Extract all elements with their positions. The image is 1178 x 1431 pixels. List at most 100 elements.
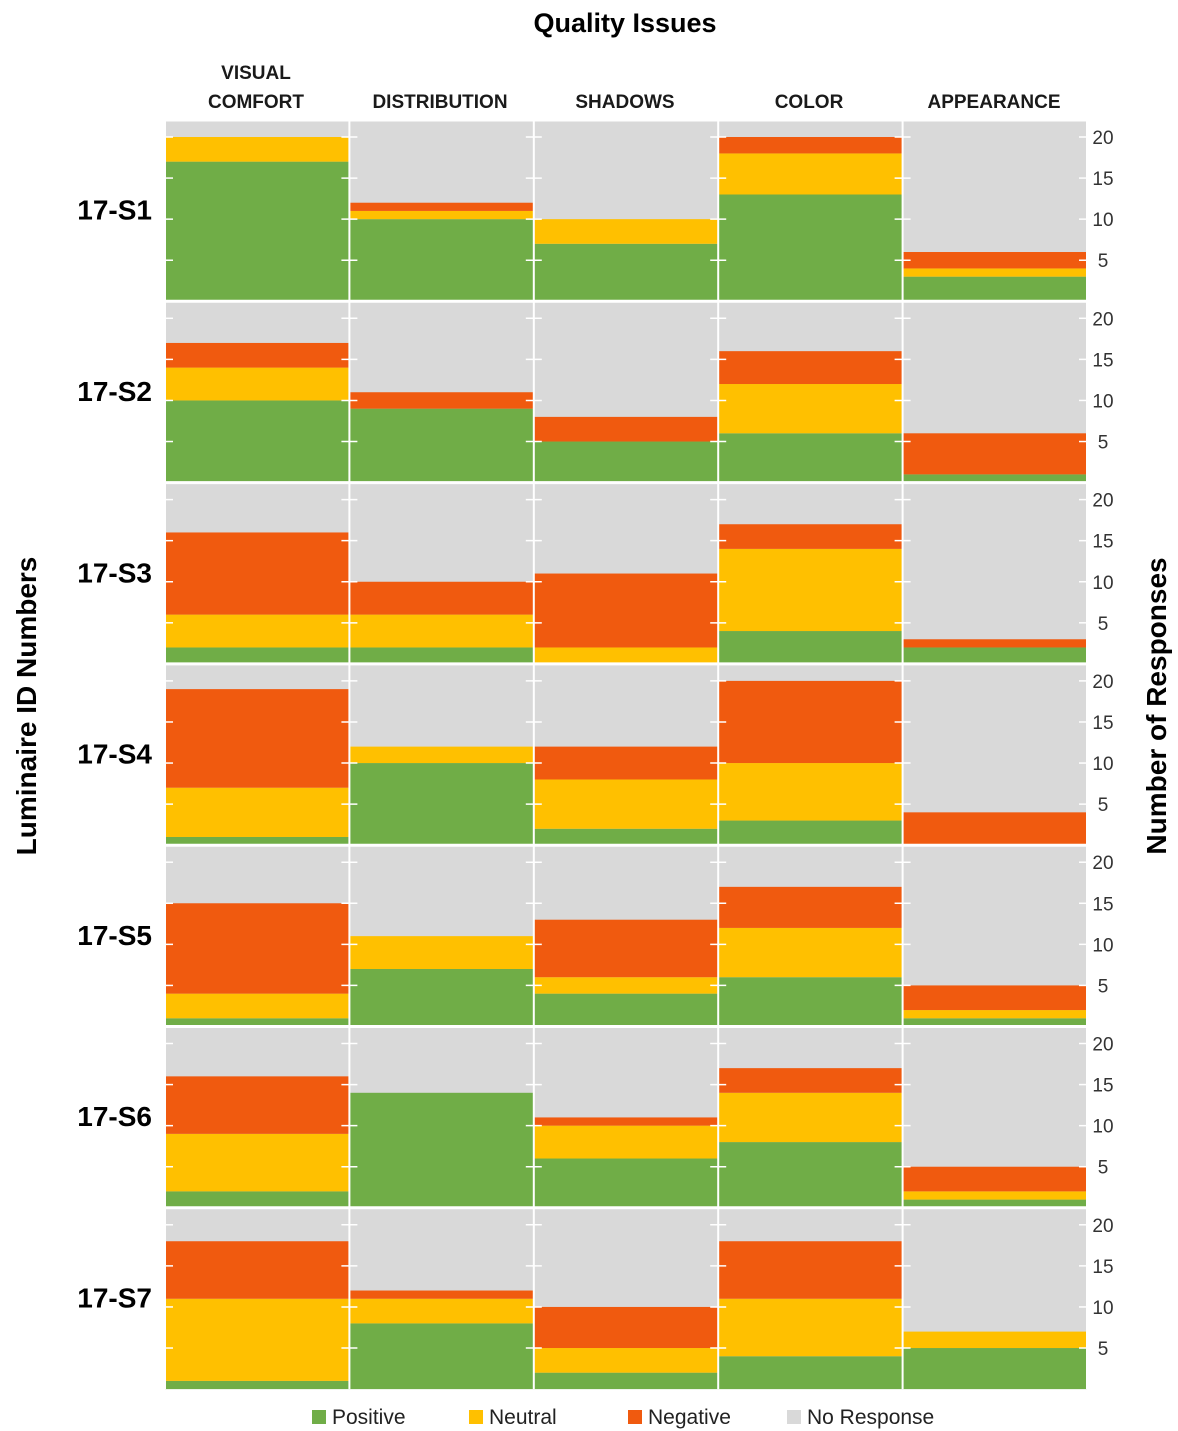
- bar-segment-17-s5-visual-comfort-negative: [165, 903, 350, 994]
- bar-segment-17-s6-color-neutral: [718, 1092, 903, 1143]
- y-axis-label-left: Luminaire ID Numbers: [11, 557, 42, 856]
- bar-segment-17-s7-visual-comfort-negative: [165, 1241, 350, 1299]
- bar-segment-17-s2-color-neutral: [718, 384, 903, 434]
- bar-segment-17-s3-appearance-negative: [902, 639, 1087, 648]
- column-headers: VISUAL COMFORT DISTRIBUTION SHADOWS COLO…: [208, 63, 1061, 113]
- bar-segment-17-s7-shadows-positive: [533, 1372, 719, 1390]
- y-tick-label-10-17-s4: 10: [1092, 754, 1113, 775]
- y-tick-label-5-17-s3: 5: [1098, 614, 1109, 635]
- bar-segment-17-s3-color-positive: [718, 631, 903, 664]
- bar-segment-17-s6-shadows-neutral: [533, 1125, 719, 1159]
- bar-segment-17-s2-visual-comfort-positive: [165, 400, 350, 483]
- bar-segment-17-s5-appearance-neutral: [902, 1010, 1087, 1019]
- bar-segment-17-s7-appearance-neutral: [902, 1331, 1087, 1349]
- bar-segment-17-s3-distribution-neutral: [349, 614, 534, 648]
- bar-segment-17-s3-shadows-negative: [533, 573, 719, 648]
- bar-segment-17-s7-distribution-positive: [349, 1323, 534, 1390]
- y-tick-label-15-17-s5: 15: [1092, 894, 1113, 915]
- bar-segment-17-s7-color-negative: [718, 1241, 903, 1299]
- y-tick-label-20-17-s7: 20: [1092, 1216, 1113, 1237]
- row-label-17-s6: 17-S6: [77, 1101, 152, 1132]
- column-header-shadows: SHADOWS: [575, 92, 674, 113]
- bar-segment-17-s7-appearance-positive: [902, 1348, 1087, 1390]
- bar-segment-17-s2-appearance-positive: [902, 474, 1087, 483]
- y-tick-label-5-17-s2: 5: [1098, 433, 1109, 454]
- y-tick-label-15-17-s7: 15: [1092, 1257, 1113, 1278]
- bar-segment-17-s2-color-positive: [718, 433, 903, 483]
- bar-segment-17-s1-shadows-positive: [533, 243, 719, 302]
- bar-segment-17-s7-visual-comfort-neutral: [165, 1298, 350, 1381]
- bar-segment-17-s7-distribution-negative: [349, 1290, 534, 1299]
- bar-segment-17-s3-color-neutral: [718, 548, 903, 632]
- bar-segment-17-s4-distribution-neutral: [349, 746, 534, 764]
- y-tick-label-10-17-s5: 10: [1092, 935, 1113, 956]
- legend-swatch-no-response: [787, 1410, 801, 1424]
- y-tick-label-20-17-s5: 20: [1092, 853, 1113, 874]
- row-label-17-s2: 17-S2: [77, 376, 152, 407]
- bar-segment-17-s6-color-positive: [718, 1142, 903, 1208]
- bar-segment-17-s4-color-positive: [718, 820, 903, 846]
- row-label-17-s4: 17-S4: [77, 739, 152, 770]
- bar-segment-17-s5-visual-comfort-neutral: [165, 993, 350, 1019]
- bar-segment-17-s7-shadows-negative: [533, 1306, 719, 1349]
- y-tick-label-20-17-s6: 20: [1092, 1035, 1113, 1056]
- bar-segment-17-s4-visual-comfort-negative: [165, 689, 350, 788]
- legend-swatch-neutral: [469, 1410, 483, 1424]
- legend-label-neutral: Neutral: [489, 1406, 557, 1429]
- bar-segment-17-s5-color-neutral: [718, 927, 903, 978]
- bar-segment-17-s7-visual-comfort-positive: [165, 1380, 350, 1390]
- bar-segment-17-s1-color-neutral: [718, 153, 903, 195]
- bar-segment-17-s4-distribution-positive: [349, 763, 534, 846]
- bar-segment-17-s4-color-neutral: [718, 763, 903, 821]
- row-label-17-s1: 17-S1: [77, 195, 152, 226]
- bar-segment-17-s5-shadows-negative: [533, 919, 719, 978]
- bar-segment-17-s3-color-negative: [718, 524, 903, 549]
- bar-segment-17-s7-distribution-neutral: [349, 1298, 534, 1324]
- bar-segment-17-s2-distribution-positive: [349, 408, 534, 483]
- y-tick-label-20-17-s4: 20: [1092, 672, 1113, 693]
- bar-segment-17-s5-color-negative: [718, 886, 903, 928]
- bar-segment-17-s4-color-negative: [718, 680, 903, 764]
- y-tick-labels: 5 10 15 20 5 10 15 20 5 10 15 20 5 10 15 20 5 10 15 20 5 10 15…: [1092, 128, 1113, 1360]
- bar-segment-17-s1-distribution-negative: [349, 202, 534, 211]
- y-tick-label-20-17-s1: 20: [1092, 128, 1113, 149]
- bar-segment-17-s6-visual-comfort-negative: [165, 1076, 350, 1134]
- bar-segment-17-s5-shadows-positive: [533, 993, 719, 1027]
- y-axis-label-right: Number of Responses: [1141, 557, 1172, 854]
- bar-segment-17-s4-visual-comfort-positive: [165, 836, 350, 846]
- y-tick-label-20-17-s2: 20: [1092, 309, 1113, 330]
- column-header-color: COLOR: [775, 92, 844, 113]
- bar-segment-17-s6-appearance-positive: [902, 1199, 1087, 1208]
- y-tick-label-10-17-s6: 10: [1092, 1117, 1113, 1138]
- bar-segment-17-s1-distribution-neutral: [349, 210, 534, 220]
- row-labels: 17-S1 17-S2 17-S3 17-S4 17-S5 17-S6 17-S7: [77, 195, 152, 1314]
- bar-segment-17-s1-distribution-positive: [349, 219, 534, 302]
- bar-segment-17-s5-color-positive: [718, 977, 903, 1027]
- bar-segment-17-s6-distribution-positive: [349, 1092, 534, 1208]
- y-tick-label-5-17-s6: 5: [1098, 1158, 1109, 1179]
- bar-segment-17-s3-visual-comfort-neutral: [165, 614, 350, 648]
- bar-segment-17-s6-appearance-negative: [902, 1166, 1087, 1192]
- bar-segment-17-s1-appearance-neutral: [902, 268, 1087, 277]
- bar-segment-17-s6-visual-comfort-positive: [165, 1191, 350, 1208]
- row-label-17-s3: 17-S3: [77, 557, 152, 588]
- legend-label-negative: Negative: [648, 1406, 731, 1429]
- bar-segment-17-s1-shadows-neutral: [533, 219, 719, 244]
- column-header-distribution: DISTRIBUTION: [372, 92, 507, 113]
- y-tick-label-10-17-s7: 10: [1092, 1298, 1113, 1319]
- y-tick-label-5-17-s7: 5: [1098, 1339, 1109, 1360]
- bar-segment-17-s1-appearance-negative: [902, 252, 1087, 269]
- bar-segment-17-s4-shadows-negative: [533, 746, 719, 780]
- legend-label-no-response: No Response: [807, 1406, 934, 1429]
- bar-segment-17-s2-visual-comfort-neutral: [165, 367, 350, 401]
- bar-segment-17-s7-color-positive: [718, 1356, 903, 1390]
- y-tick-label-10-17-s2: 10: [1092, 391, 1113, 412]
- bar-segment-17-s1-color-negative: [718, 137, 903, 154]
- bar-segment-17-s5-visual-comfort-positive: [165, 1018, 350, 1027]
- y-tick-label-15-17-s6: 15: [1092, 1076, 1113, 1097]
- column-header-visual-comfort-line1: VISUAL: [221, 63, 291, 84]
- bar-segment-17-s4-visual-comfort-neutral: [165, 787, 350, 837]
- bar-segment-17-s2-distribution-negative: [349, 392, 534, 409]
- bar-segment-17-s5-distribution-positive: [349, 968, 534, 1027]
- y-tick-label-5-17-s1: 5: [1098, 251, 1109, 272]
